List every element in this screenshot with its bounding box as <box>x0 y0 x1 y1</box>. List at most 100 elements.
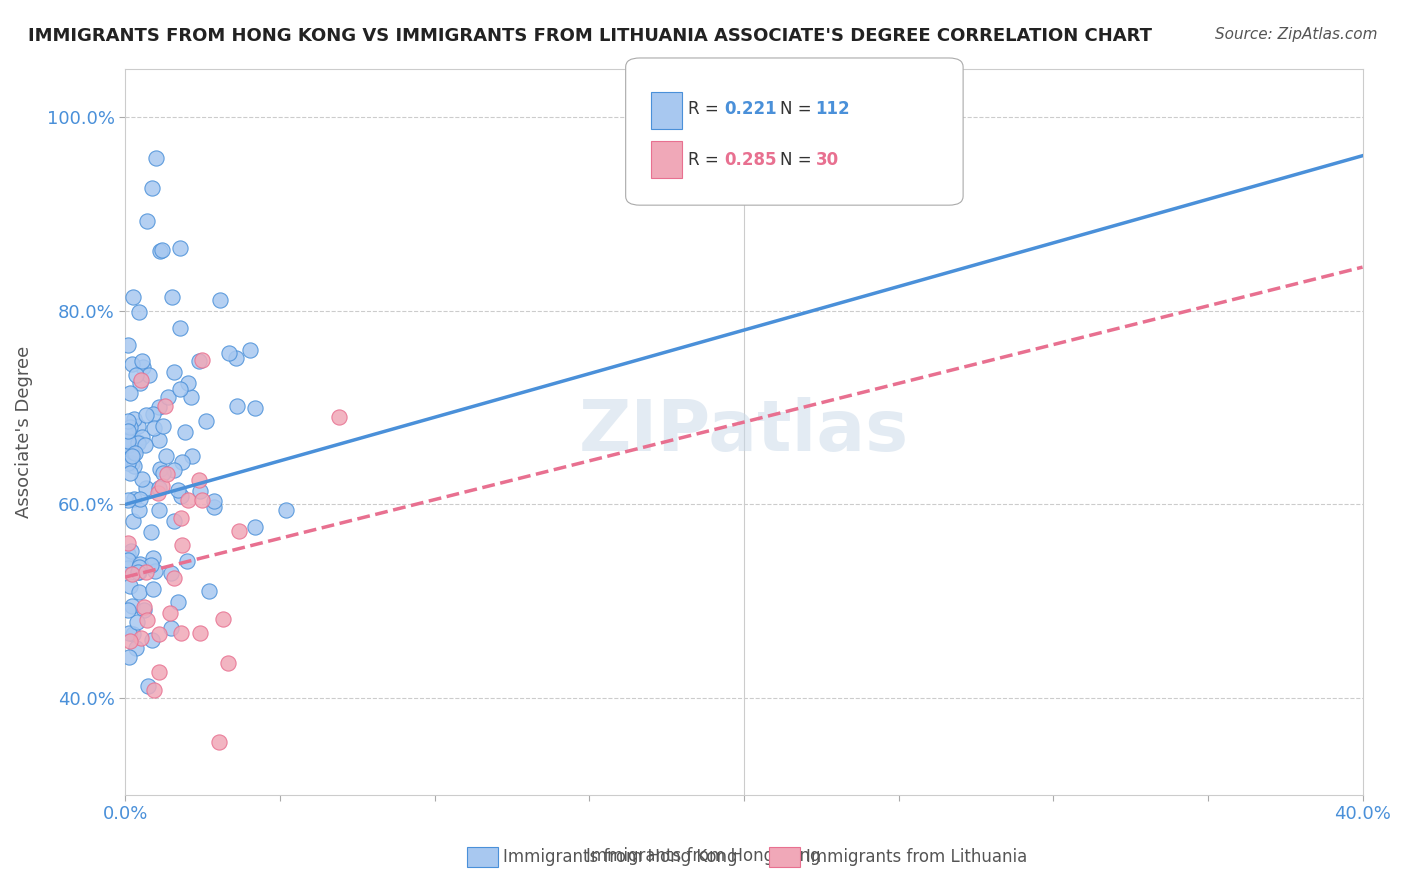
Point <box>122 492 145 507</box>
Point <box>143 683 166 698</box>
Point <box>120 447 142 461</box>
Point <box>202 493 225 508</box>
Point <box>243 520 266 534</box>
Point <box>170 489 193 503</box>
Point <box>142 407 165 421</box>
Text: IMMIGRANTS FROM HONG KONG VS IMMIGRANTS FROM LITHUANIA ASSOCIATE'S DEGREE CORREL: IMMIGRANTS FROM HONG KONG VS IMMIGRANTS … <box>28 27 1152 45</box>
Point <box>148 665 170 679</box>
Point <box>131 472 153 486</box>
Point <box>129 376 152 390</box>
Point <box>129 491 152 506</box>
Point <box>117 547 139 561</box>
Point <box>117 434 139 449</box>
Text: 112: 112 <box>815 100 851 118</box>
Point <box>188 483 211 498</box>
Y-axis label: Associate's Degree: Associate's Degree <box>15 346 32 518</box>
Point <box>121 626 143 640</box>
Point <box>118 386 141 401</box>
Point <box>122 412 145 426</box>
Point <box>152 418 174 433</box>
Point <box>136 680 159 694</box>
Point <box>160 290 183 304</box>
Point <box>245 401 267 416</box>
Point <box>228 524 250 538</box>
Point <box>118 420 141 434</box>
Point <box>134 438 156 452</box>
Text: Immigrants from Hong Kong: Immigrants from Hong Kong <box>586 847 820 865</box>
Point <box>276 503 298 517</box>
Point <box>131 430 153 444</box>
Point <box>127 436 149 450</box>
Point <box>138 368 160 382</box>
Point <box>143 421 166 435</box>
Text: Immigrants from Lithuania: Immigrants from Lithuania <box>806 848 1026 866</box>
Point <box>139 558 162 573</box>
Point <box>127 418 149 433</box>
Point <box>122 459 145 474</box>
Point <box>208 293 231 307</box>
Point <box>129 373 152 387</box>
Point <box>176 554 198 568</box>
Point <box>170 511 193 525</box>
Point <box>143 564 166 578</box>
Point <box>117 438 139 452</box>
Point <box>128 503 150 517</box>
Point <box>169 321 191 335</box>
Text: Source: ZipAtlas.com: Source: ZipAtlas.com <box>1215 27 1378 42</box>
Point <box>121 599 143 613</box>
Point <box>157 390 180 404</box>
Point <box>135 214 157 228</box>
Point <box>118 626 141 640</box>
Point <box>145 151 167 165</box>
Point <box>148 626 170 640</box>
Point <box>188 473 211 487</box>
Point <box>142 582 165 596</box>
Point <box>120 544 142 558</box>
Point <box>170 626 193 640</box>
Point <box>131 354 153 368</box>
Text: ZIPatlas: ZIPatlas <box>579 397 910 467</box>
Point <box>117 553 139 567</box>
Point <box>155 449 177 463</box>
Point <box>135 565 157 579</box>
Point <box>118 634 141 648</box>
Point <box>117 338 139 352</box>
Point <box>146 486 169 500</box>
Point <box>226 399 249 413</box>
Point <box>163 571 186 585</box>
Point <box>180 449 202 463</box>
Point <box>328 410 350 425</box>
Point <box>148 481 170 495</box>
Point <box>160 566 183 580</box>
Text: R =: R = <box>688 100 724 118</box>
Point <box>177 493 200 508</box>
Point <box>167 483 190 497</box>
Point <box>117 434 139 448</box>
Point <box>125 368 148 383</box>
Point <box>117 536 139 550</box>
Point <box>117 414 139 428</box>
Point <box>118 466 141 480</box>
Point <box>163 365 186 379</box>
Point <box>125 615 148 629</box>
Point <box>150 243 173 257</box>
Point <box>172 455 194 469</box>
Point <box>208 735 231 749</box>
Point <box>169 241 191 255</box>
Text: Immigrants from Hong Kong: Immigrants from Hong Kong <box>503 848 738 866</box>
Point <box>117 424 139 438</box>
Text: R =: R = <box>688 151 724 169</box>
Point <box>202 500 225 514</box>
Point <box>121 566 143 581</box>
Point <box>180 390 202 404</box>
Point <box>150 479 173 493</box>
Point <box>188 354 211 368</box>
Point <box>141 181 163 195</box>
Point <box>148 503 170 517</box>
Point <box>148 401 170 415</box>
Point <box>166 594 188 608</box>
Point <box>128 305 150 319</box>
Point <box>121 514 143 528</box>
Point <box>117 492 139 507</box>
Point <box>134 600 156 615</box>
